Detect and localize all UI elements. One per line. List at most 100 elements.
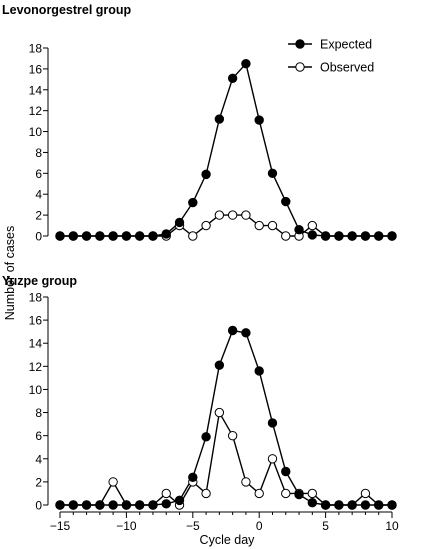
legend-expected-marker (295, 39, 305, 49)
panel-2-expected-point (188, 472, 198, 482)
panel-2-y-tick-label: 4 (35, 452, 42, 466)
panel-2-title: Yuzpe group (2, 274, 77, 288)
panel-2-observed-point (161, 488, 171, 499)
panel-1-observed-point (307, 220, 318, 231)
panel-1-observed-point (201, 220, 211, 231)
panel-2-observed-point (214, 407, 225, 418)
panel-2-expected-point (307, 497, 318, 508)
panel-2-x-tick-label: 10 (385, 519, 399, 533)
panel-1-expected-line (60, 62, 392, 237)
panel-2-observed-point (360, 488, 371, 499)
panel-2-x-tick-label: −15 (50, 519, 71, 533)
panel-2-x-tick-label: −10 (116, 519, 137, 533)
panel-1-observed-point (267, 220, 278, 231)
panel-1-observed-point (188, 231, 198, 241)
panel-2-x-tick-label: −5 (186, 519, 200, 533)
legend-observed-marker (295, 62, 305, 72)
panel-1-expected-point (81, 231, 92, 241)
panel-2-observed-point (108, 477, 118, 487)
panel-2-expected-point (227, 325, 238, 336)
panel-1-expected-point (148, 231, 158, 241)
panel-2-y-tick-label: 14 (29, 337, 43, 351)
panel-2-expected-point (347, 500, 357, 510)
panel-2-expected-point (134, 500, 145, 510)
panel-1-expected-point (55, 231, 65, 241)
panel-2-expected-point (55, 500, 65, 510)
panel-2-observed-point (307, 488, 318, 499)
panel-2-expected-point (281, 466, 291, 477)
panel-2-expected-point (148, 500, 158, 510)
panel-2-observed-point (281, 488, 291, 499)
panel-1-y-tick-label: 0 (35, 230, 42, 244)
panel-2-y-tick-label: 2 (35, 475, 42, 489)
panel-2-expected-point (267, 418, 278, 428)
panel-1-y-tick-label: 8 (35, 146, 42, 160)
panel-2-expected-point (294, 489, 304, 500)
panel-1-expected-point (95, 231, 105, 241)
panel-2-y-tick-label: 8 (35, 406, 42, 420)
panel-1-expected-point (227, 73, 238, 83)
legend-observed-label: Observed (320, 61, 374, 75)
panel-1-expected-point (334, 231, 344, 241)
panel-1-y-tick-label: 16 (29, 62, 43, 76)
panel-2-expected-point (108, 500, 118, 510)
panel-1-expected-point (161, 229, 171, 239)
y-axis-label: Number of cases (3, 226, 17, 320)
legend-expected-label: Expected (320, 38, 372, 52)
panel-2-expected-point (81, 500, 92, 510)
panel-1-expected-point (174, 217, 185, 228)
panel-1-expected-point (387, 231, 397, 241)
panel-1-expected-point (241, 58, 251, 69)
x-axis-label: Cycle day (200, 533, 256, 547)
panel-1-expected-point (374, 231, 384, 241)
panel-1-expected-point (201, 169, 211, 180)
panel-1-expected-point (108, 231, 118, 241)
legend: Expected Observed (288, 38, 374, 75)
panel-1-y-tick-label: 12 (29, 104, 43, 118)
panel-2-y-tick-label: 12 (29, 360, 43, 374)
panel-2-expected-point (241, 328, 251, 338)
panel-2-expected-point (161, 499, 171, 509)
panel-1-expected-point (254, 115, 264, 125)
panel-1-expected-point (360, 231, 371, 241)
panel-1-expected-point (294, 225, 304, 235)
panel-2-observed-point (267, 454, 278, 464)
panel-2-plot: 0 2 4 6 8 10 12 14 16 18 −15 −10 −5 0 5 10 (29, 291, 399, 534)
panel-2-expected-point (95, 500, 105, 510)
panel-1-title: Levonorgestrel group (2, 3, 132, 17)
panel-1-observed-point (254, 220, 264, 231)
panel-2-x-tick-label: 5 (322, 519, 329, 533)
panel-1-expected-point (281, 196, 291, 207)
panel-2-expected-point (334, 500, 344, 510)
panel-2-expected-point (214, 360, 225, 370)
panel-2-y-tick-label: 10 (29, 383, 43, 397)
panel-1-observed-point (241, 210, 251, 220)
panel-2-y-tick-label: 18 (29, 291, 43, 305)
panel-1-expected-point (188, 197, 198, 208)
panel-2-expected-point (121, 500, 132, 510)
panel-1-expected-point (307, 230, 318, 240)
panel-1-expected-point (68, 231, 78, 241)
panel-1-y-tick-label: 18 (29, 42, 43, 56)
panel-1-y-tick-label: 4 (35, 188, 42, 202)
panel-2-expected-point (374, 500, 384, 510)
panel-2-expected-point (360, 500, 371, 510)
panel-1-y-tick-label: 14 (29, 83, 43, 97)
panel-1-expected-point (214, 114, 225, 124)
panel-1-observed-point (281, 231, 291, 241)
panel-2-observed-point (254, 488, 264, 499)
panel-1-expected-point (267, 168, 278, 179)
panel-2-observed-point (227, 430, 238, 441)
panel-1-expected-point (320, 231, 331, 241)
panel-2-x-tick-label: 0 (256, 519, 263, 533)
panel-2-y-tick-label: 16 (29, 314, 43, 328)
panel-2-y-tick-label: 6 (35, 429, 42, 443)
panel-2-observed-point (201, 488, 211, 499)
panel-2-expected-point (387, 500, 397, 510)
panel-2-expected-point (254, 366, 264, 376)
panel-2-observed-line (60, 411, 392, 506)
panel-1-expected-point (134, 231, 145, 241)
panel-2-expected-point (201, 432, 211, 442)
panel-1-observed-point (227, 210, 238, 220)
